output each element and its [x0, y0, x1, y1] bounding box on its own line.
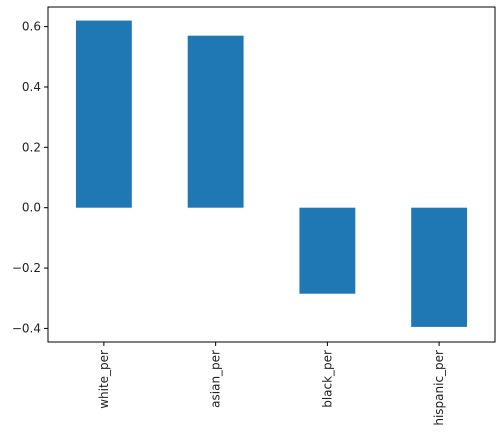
y-tick-label: 0.6: [22, 20, 41, 34]
x-axis: white_per asian_per black_per hispanic_per: [97, 342, 446, 426]
y-tick-label: 0.4: [22, 80, 41, 94]
bar-asian-per: [187, 35, 244, 208]
bar-white-per: [75, 20, 132, 208]
bar-hispanic-per: [411, 207, 468, 327]
y-tick-label: −0.2: [12, 261, 41, 275]
y-tick-label: 0.2: [22, 140, 41, 154]
x-tick-label-black-per: black_per: [320, 350, 334, 408]
x-tick-label-white-per: white_per: [97, 350, 111, 409]
y-tick-label: 0.0: [22, 201, 41, 215]
y-axis: −0.4 −0.2 0.0 0.2 0.4 0.6: [12, 20, 48, 335]
bar-black-per: [299, 207, 356, 294]
bars-group: [75, 20, 468, 327]
plot-frame: [47, 6, 496, 343]
y-tick-label: −0.4: [12, 321, 41, 335]
x-tick-label-hispanic-per: hispanic_per: [432, 350, 446, 426]
x-tick-label-asian-per: asian_per: [209, 350, 223, 408]
